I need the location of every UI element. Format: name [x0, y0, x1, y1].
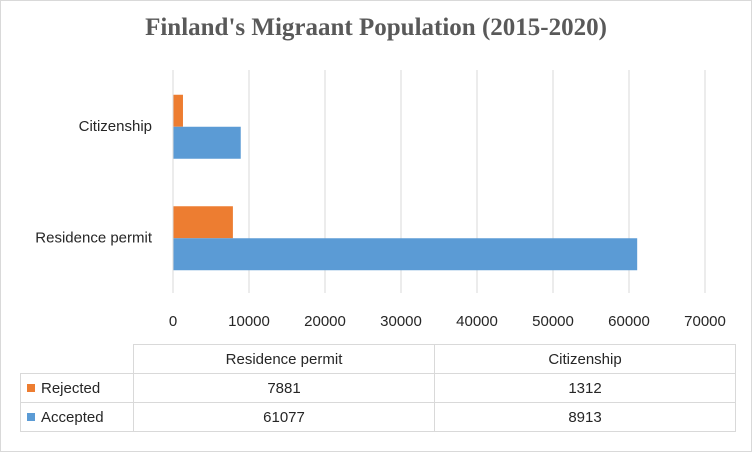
x-tick-label: 60000	[608, 313, 650, 330]
legend-swatch-accepted	[27, 412, 35, 421]
table-row: Rejected 7881 1312	[20, 373, 736, 403]
x-tick-label: 30000	[380, 313, 422, 330]
x-tick-label: 40000	[456, 313, 498, 330]
table-cell: 61077	[133, 402, 435, 432]
series-label: Rejected	[41, 379, 101, 397]
table-row-header: Rejected	[20, 373, 134, 403]
bar-rejected	[173, 94, 183, 127]
bar-chart: 0 10000 20000 30000 40000 50000 60000 70000 Resi…	[35, 70, 726, 330]
table-corner	[20, 344, 134, 374]
table-cell: 8913	[434, 402, 736, 432]
category-label: Citizenship	[79, 118, 152, 135]
table-header: Citizenship	[434, 344, 736, 374]
table-cell: 7881	[133, 373, 435, 403]
bar-accepted	[173, 238, 638, 271]
table-row: Accepted 61077 8913	[20, 402, 736, 432]
bar-accepted	[173, 126, 241, 159]
chart-title: Finland's Migraant Population (2015-2020…	[145, 14, 607, 41]
x-tick-label: 50000	[532, 313, 574, 330]
table-row-header: Accepted	[20, 402, 134, 432]
x-tick-label: 10000	[228, 313, 270, 330]
series-label: Accepted	[41, 408, 104, 426]
table-cell: 1312	[434, 373, 736, 403]
x-tick-label: 0	[169, 313, 177, 330]
category-label: Residence permit	[35, 229, 153, 246]
data-table: Residence permit Citizenship Rejected 78…	[20, 344, 736, 432]
bar-rejected	[173, 206, 233, 239]
x-tick-label: 70000	[684, 313, 726, 330]
table-header-row: Residence permit Citizenship	[20, 344, 736, 374]
table-header: Residence permit	[133, 344, 435, 374]
legend-swatch-rejected	[27, 383, 35, 392]
x-tick-label: 20000	[304, 313, 346, 330]
